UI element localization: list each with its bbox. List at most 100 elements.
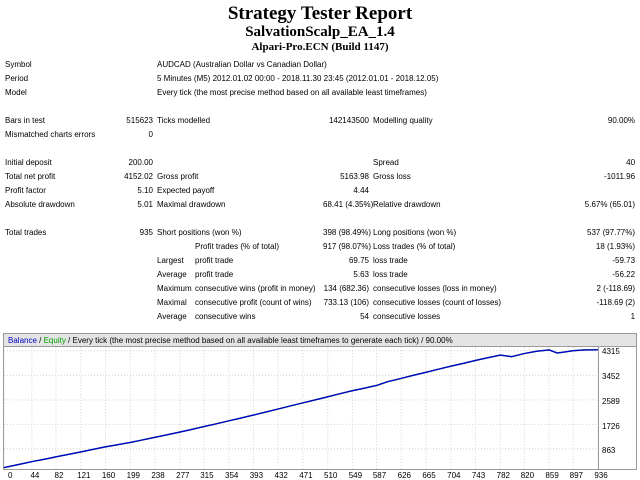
row-sublabel: consecutive wins <box>195 312 256 321</box>
row-label: consecutive losses (count of losses) <box>373 298 502 307</box>
row-label <box>3 240 109 254</box>
row-value: 935 <box>139 228 153 237</box>
row-value-wide: AUDCAD (Australian Dollar vs Canadian Do… <box>157 60 327 69</box>
row-label: Maximal consecutive profit (count of wins… <box>155 296 321 310</box>
row-value: 68.41 (4.35%) <box>323 200 374 209</box>
legend-balance: Balance <box>8 336 37 345</box>
row-value <box>109 310 155 324</box>
row-label: loss trade <box>373 270 408 279</box>
spacer-cell <box>3 142 637 156</box>
row-label <box>155 156 321 170</box>
row-value: -118.69 (2) <box>596 298 636 307</box>
table-row: Profit factor 5.10 Expected payoff 4.44 <box>3 184 637 198</box>
legend-equity: Equity <box>43 336 66 345</box>
row-label: Loss trades (% of total) <box>373 242 456 251</box>
row-label <box>3 296 109 310</box>
row-prefix-label: Average <box>157 270 187 279</box>
row-value <box>109 282 155 296</box>
report-title: Strategy Tester Report <box>227 3 413 24</box>
row-label: Ticks modelled <box>157 116 211 125</box>
chart-plot <box>4 347 598 469</box>
row-value <box>109 268 155 282</box>
x-tick-label: 354 <box>225 471 239 480</box>
server-build: Alpari-Pro.ECN (Build 1147) <box>251 41 389 53</box>
balance-chart-svg <box>4 347 598 469</box>
x-tick-label: 549 <box>348 471 363 480</box>
row-value: 40 <box>626 158 636 167</box>
row-label: Maximum consecutive wins (profit in money… <box>155 282 321 296</box>
x-tick-label: 587 <box>372 471 387 480</box>
row-value <box>109 240 155 254</box>
empty-cell <box>109 58 155 72</box>
x-tick-label: 743 <box>471 471 486 480</box>
row-prefix-label: Maximal <box>157 298 187 307</box>
row-prefix-label: Largest <box>157 256 184 265</box>
x-tick-label: 315 <box>200 471 214 480</box>
row-label: Absolute drawdown <box>5 200 75 209</box>
table-row: Profit trades (% of total) 917 (98.07%) Lo… <box>3 240 637 254</box>
row-value: -1011.96 <box>604 172 636 181</box>
spacer-cell <box>3 212 637 226</box>
row-value: 5.10 <box>137 186 153 195</box>
row-label: Profit trades (% of total) <box>155 240 321 254</box>
table-row: Absolute drawdown 5.01 Maximal drawdown 68.… <box>3 198 637 212</box>
row-label: consecutive losses (loss in money) <box>373 284 497 293</box>
x-tick-label: 782 <box>496 471 510 480</box>
x-tick-label: 626 <box>397 471 411 480</box>
chart-legend: Balance / Equity / Every tick (the most … <box>3 333 637 346</box>
table-row: Average consecutive wins 54 consecutive los… <box>3 310 637 324</box>
row-label: Expected payoff <box>157 186 215 195</box>
table-row: Bars in test 515623 Ticks modelled 14214350… <box>3 114 637 128</box>
row-sublabel: Profit trades (% of total) <box>195 242 280 251</box>
y-tick-label: 2589 <box>602 396 620 406</box>
row-sublabel: consecutive wins (profit in money) <box>195 284 316 293</box>
stats-table-body: Symbol AUDCAD (Australian Dollar vs Canad… <box>3 58 637 324</box>
x-tick-label: 277 <box>176 471 190 480</box>
row-value: 200.00 <box>128 158 153 167</box>
x-tick-label: 238 <box>151 471 165 480</box>
y-tick-label: 4315 <box>602 347 620 356</box>
x-tick-label: 859 <box>545 471 559 480</box>
row-sublabel: consecutive profit (count of wins) <box>195 298 312 307</box>
row-value: 18 (1.93%) <box>595 242 636 251</box>
row-label: Largest profit trade <box>155 254 321 268</box>
row-label: Period <box>5 74 29 83</box>
chart-plot-area: 863 1726 2589 3452 4315 <box>3 346 637 470</box>
row-label: Average consecutive wins <box>155 310 321 324</box>
x-tick-label: 199 <box>126 471 140 480</box>
row-label: Long positions (won %) <box>373 228 457 237</box>
x-tick-label: 432 <box>274 471 288 480</box>
row-label <box>3 254 109 268</box>
row-label <box>371 128 571 142</box>
x-tick-label: 897 <box>569 471 583 480</box>
row-label: Modelling quality <box>373 116 433 125</box>
row-label: Total trades <box>5 228 47 237</box>
table-row: Maximal consecutive profit (count of wins… <box>3 296 637 310</box>
spacer-row <box>3 212 637 226</box>
row-label: Initial deposit <box>5 158 52 167</box>
row-label: Average profit trade <box>155 268 321 282</box>
chart-x-axis: 0 44 82 121 160 199 238 277 315 354 393 432 471 510 54… <box>7 470 608 480</box>
ea-name: SalvationScalp_EA_1.4 <box>245 24 395 40</box>
row-value: 142143500 <box>328 116 369 125</box>
row-label <box>3 282 109 296</box>
row-value: 515623 <box>126 116 153 125</box>
table-row: Initial deposit 200.00 Spread 40 <box>3 156 637 170</box>
row-label: Symbol <box>5 60 32 69</box>
row-value: 537 (97.77%) <box>587 228 636 237</box>
table-row: Mismatched charts errors 0 <box>3 128 637 142</box>
row-label <box>3 268 109 282</box>
row-label: Profit factor <box>5 186 46 195</box>
table-row: Symbol AUDCAD (Australian Dollar vs Canad… <box>3 58 637 72</box>
row-sublabel: profit trade <box>195 270 234 279</box>
empty-cell <box>109 72 155 86</box>
row-value: 5.63 <box>353 270 369 279</box>
row-label: loss trade <box>373 256 408 265</box>
row-label: consecutive losses <box>373 312 441 321</box>
row-value: 4.44 <box>353 186 369 195</box>
row-label: Spread <box>373 158 399 167</box>
y-tick-label: 3452 <box>602 371 620 381</box>
row-value <box>109 296 155 310</box>
row-value: 398 (98.49%) <box>323 228 372 237</box>
row-value <box>109 254 155 268</box>
